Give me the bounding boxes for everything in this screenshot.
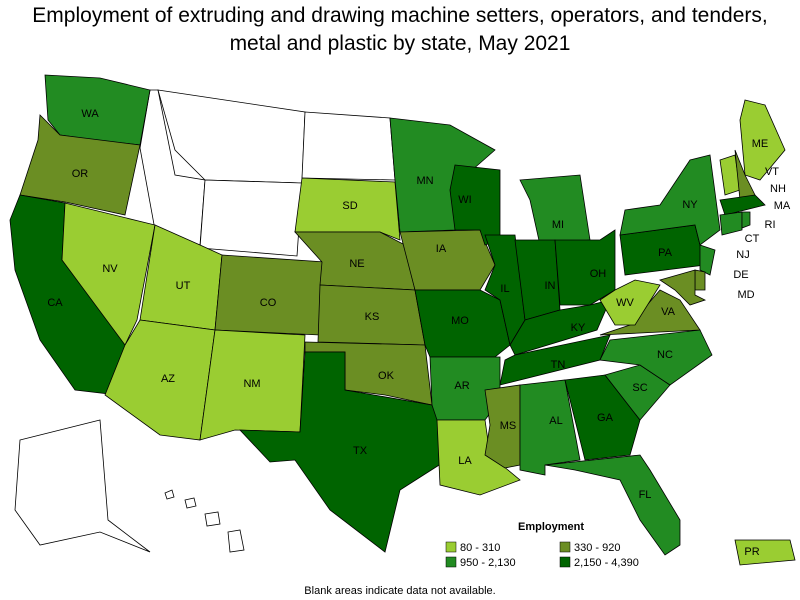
state bbox=[449, 164, 501, 246]
state-blank bbox=[227, 529, 245, 553]
state bbox=[734, 539, 796, 566]
state-label: PA bbox=[658, 247, 673, 259]
state-label: VA bbox=[661, 306, 676, 318]
state-label: NJ bbox=[736, 249, 749, 261]
blank-states bbox=[14, 89, 396, 553]
state-label: IL bbox=[500, 283, 509, 295]
state bbox=[694, 269, 706, 291]
state bbox=[659, 269, 707, 306]
state-label: WI bbox=[458, 194, 471, 206]
state-label: PR bbox=[744, 546, 759, 558]
state-label: AL bbox=[549, 415, 562, 427]
state-label: AR bbox=[454, 380, 469, 392]
legend-label: 950 - 2,130 bbox=[460, 557, 516, 569]
state-label: IN bbox=[545, 280, 556, 292]
state-label: MN bbox=[416, 175, 433, 187]
legend-swatch bbox=[559, 541, 571, 553]
states: WA OR CA NV UT AZ CO NM SD NE KS OK TX MN IA MO AR LA WI IL… bbox=[9, 74, 796, 566]
legend-title: Employment bbox=[518, 521, 584, 533]
state-label: SC bbox=[632, 382, 647, 394]
state bbox=[599, 289, 701, 336]
state-blank bbox=[184, 497, 197, 509]
legend-label: 80 - 310 bbox=[460, 542, 500, 554]
state bbox=[414, 289, 511, 358]
state-label: MD bbox=[737, 289, 754, 301]
state bbox=[699, 244, 716, 276]
state-label: SD bbox=[342, 200, 357, 212]
state-label: MS bbox=[500, 420, 517, 432]
state-label: OK bbox=[378, 370, 395, 382]
state-label: KY bbox=[571, 322, 586, 334]
state-blank bbox=[301, 111, 396, 181]
state-label: UT bbox=[176, 280, 191, 292]
footnote: Blank areas indicate data not available. bbox=[304, 585, 495, 597]
state bbox=[294, 177, 401, 241]
state-label: CA bbox=[47, 297, 63, 309]
state bbox=[741, 211, 751, 229]
state-label: MO bbox=[451, 315, 469, 327]
state-label: TN bbox=[551, 359, 566, 371]
state-label: OH bbox=[590, 268, 607, 280]
state bbox=[619, 154, 721, 246]
state-label: KS bbox=[365, 311, 380, 323]
state-blank bbox=[199, 179, 303, 257]
state bbox=[509, 299, 611, 356]
state-label: NE bbox=[349, 258, 364, 270]
state-label: NH bbox=[770, 183, 786, 195]
state-blank bbox=[157, 89, 306, 184]
map-title: Employment of extruding and drawing mach… bbox=[32, 4, 768, 55]
state bbox=[499, 334, 611, 386]
state bbox=[519, 174, 591, 246]
legend-label: 2,150 - 4,390 bbox=[574, 557, 639, 569]
state bbox=[61, 202, 156, 346]
state-blank bbox=[164, 489, 175, 500]
state-label: NV bbox=[102, 263, 118, 275]
state bbox=[739, 99, 786, 181]
state bbox=[544, 454, 681, 556]
state-label: ME bbox=[752, 138, 769, 150]
state-label: OR bbox=[72, 168, 89, 180]
state bbox=[719, 211, 743, 236]
state-label: RI bbox=[765, 219, 776, 231]
state-label: IA bbox=[436, 243, 447, 255]
state-label: LA bbox=[458, 455, 472, 467]
state-blank bbox=[204, 511, 221, 527]
state-label: AZ bbox=[161, 373, 175, 385]
legend: Employment 80 - 310 330 - 920 950 - 2,130 2,… bbox=[445, 521, 639, 569]
state bbox=[214, 254, 326, 336]
state-label: FL bbox=[639, 489, 652, 501]
state-label: NC bbox=[657, 349, 673, 361]
state-label: DE bbox=[733, 269, 748, 281]
state-label: CT bbox=[745, 233, 760, 245]
state bbox=[19, 114, 141, 216]
state-label: GA bbox=[597, 412, 614, 424]
state-label: WA bbox=[81, 108, 99, 120]
state-label: WV bbox=[616, 297, 634, 309]
state-label: MI bbox=[552, 219, 564, 231]
legend-label: 330 - 920 bbox=[574, 542, 620, 554]
state-label: MA bbox=[774, 200, 791, 212]
legend-swatch bbox=[445, 556, 457, 568]
state-blank bbox=[14, 419, 151, 553]
state-label: VT bbox=[765, 166, 779, 178]
legend-swatch bbox=[559, 556, 571, 568]
state-label: CO bbox=[260, 297, 277, 309]
state bbox=[599, 329, 713, 386]
legend-swatch bbox=[445, 541, 457, 553]
state-label: NM bbox=[243, 378, 260, 390]
state-label: NY bbox=[682, 199, 698, 211]
state bbox=[436, 419, 521, 496]
state bbox=[399, 229, 496, 291]
state-label: TX bbox=[353, 445, 368, 457]
state bbox=[599, 279, 661, 326]
state bbox=[719, 194, 766, 216]
state bbox=[239, 351, 448, 553]
